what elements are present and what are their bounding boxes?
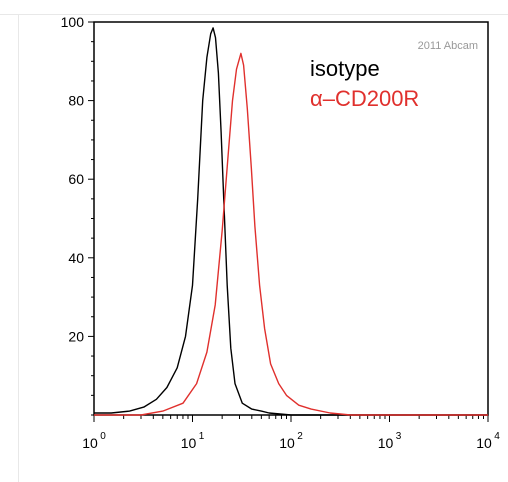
series-layer <box>94 27 488 416</box>
x-axis: 10 0 10 1 10 2 10 3 10 4 <box>82 415 500 451</box>
legend-item-cd200r: α–CD200R <box>310 86 419 111</box>
y-tick-label: 60 <box>68 171 84 187</box>
copyright-text: 2011 Abcam <box>418 40 478 52</box>
y-tick-label: 80 <box>68 93 84 109</box>
x-tick-label: 10 <box>181 435 197 451</box>
x-tick-exponent: 3 <box>396 431 402 442</box>
y-tick-label: 20 <box>68 328 84 344</box>
x-tick-exponent: 0 <box>100 431 106 442</box>
x-tick-label: 10 <box>476 435 492 451</box>
series-line-cd200r <box>94 52 488 416</box>
x-tick-label: 10 <box>279 435 295 451</box>
frame-border-top <box>0 14 508 15</box>
y-tick-label: 100 <box>61 14 85 30</box>
plot-frame <box>93 21 489 416</box>
legend-item-isotype: isotype <box>310 56 380 81</box>
y-axis: 20 40 60 80 100 <box>61 14 94 416</box>
y-tick-label: 40 <box>68 250 84 266</box>
plot-area <box>93 21 489 416</box>
x-tick-label: 10 <box>82 435 98 451</box>
x-tick-exponent: 1 <box>199 431 205 442</box>
x-tick-label: 10 <box>378 435 394 451</box>
x-tick-exponent: 2 <box>297 431 303 442</box>
series-line-isotype <box>94 27 488 416</box>
frame-border-left <box>18 14 19 482</box>
x-tick-exponent: 4 <box>494 431 500 442</box>
